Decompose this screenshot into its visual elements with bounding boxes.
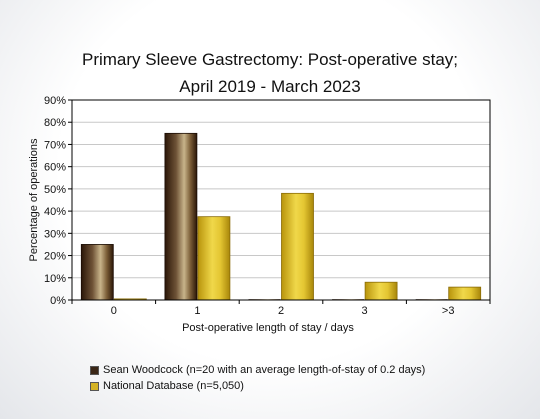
plot-area xyxy=(72,100,490,300)
x-tick-label: >3 xyxy=(442,305,455,317)
bar-1-1 xyxy=(197,216,231,301)
x-tick-label: 0 xyxy=(111,305,117,317)
bar-1-2 xyxy=(281,192,314,301)
bar-1-4 xyxy=(448,286,482,301)
legend-swatch xyxy=(90,381,99,391)
x-tick-label: 1 xyxy=(194,305,200,317)
bar-1-3 xyxy=(364,281,398,301)
y-tick-label: 70% xyxy=(44,139,66,151)
legend-label: National Database (n=5,050) xyxy=(103,380,244,392)
x-tick-label: 3 xyxy=(362,305,368,317)
legend-item: National Database (n=5,050) xyxy=(90,378,425,394)
y-tick-label: 40% xyxy=(44,206,66,218)
chart-title-line1: Primary Sleeve Gastrectomy: Post-operati… xyxy=(81,50,459,69)
legend: Sean Woodcock (n=20 with an average leng… xyxy=(90,362,425,394)
plot-frame xyxy=(71,99,491,301)
chart-title: Primary Sleeve Gastrectomy: Post-operati… xyxy=(0,46,540,100)
y-tick-label: 80% xyxy=(44,117,66,129)
y-tick-label: 10% xyxy=(44,273,66,285)
legend-item: Sean Woodcock (n=20 with an average leng… xyxy=(90,362,425,378)
y-tick-label: 60% xyxy=(44,162,66,174)
legend-label: Sean Woodcock (n=20 with an average leng… xyxy=(103,364,426,376)
chart-subtitle: April 2019 - March 2023 xyxy=(179,77,361,96)
y-tick-label: 30% xyxy=(44,228,66,240)
legend-swatch xyxy=(90,365,99,375)
x-axis-label: Post-operative length of stay / days xyxy=(182,322,354,334)
y-tick-label: 90% xyxy=(44,95,66,107)
y-axis-label: Percentage of operations xyxy=(28,138,40,261)
y-tick-label: 0% xyxy=(50,295,66,307)
x-tick-label: 2 xyxy=(278,305,284,317)
bar-0-1 xyxy=(164,132,198,301)
y-tick-label: 50% xyxy=(44,184,66,196)
bar-0-0 xyxy=(80,244,114,301)
y-tick-label: 20% xyxy=(44,251,66,263)
